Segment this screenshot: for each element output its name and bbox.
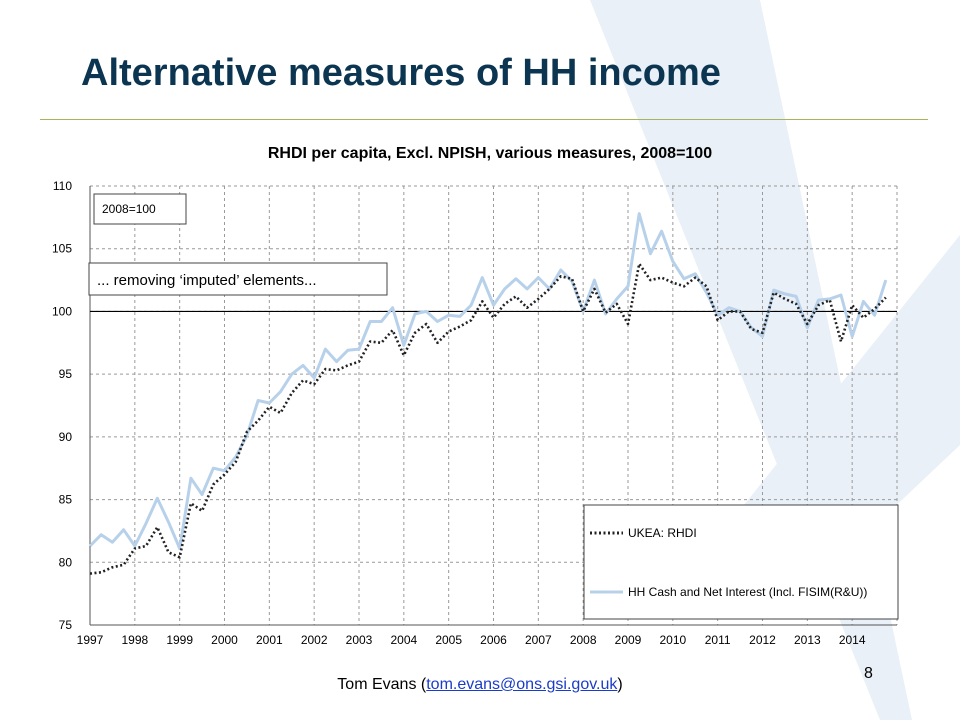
x-tick-label-2014: 2014 bbox=[839, 633, 866, 647]
x-tick-label-2009: 2009 bbox=[615, 633, 642, 647]
x-tick-label-2001: 2001 bbox=[256, 633, 283, 647]
x-tick-label-2006: 2006 bbox=[480, 633, 507, 647]
x-tick-label-1997: 1997 bbox=[77, 633, 104, 647]
chart-title: RHDI per capita, Excl. NPISH, various me… bbox=[268, 145, 712, 162]
footer-email-link[interactable]: tom.evans@ons.gsi.gov.uk bbox=[426, 676, 618, 693]
y-tick-label-90: 90 bbox=[59, 430, 73, 444]
y-tick-label-85: 85 bbox=[59, 493, 73, 507]
footer-author: Tom Evans ( bbox=[337, 676, 427, 693]
x-tick-label-2002: 2002 bbox=[301, 633, 328, 647]
y-tick-label-110: 110 bbox=[53, 179, 72, 193]
footer-suffix: ) bbox=[617, 676, 623, 693]
x-tick-label-2013: 2013 bbox=[794, 633, 821, 647]
series-lines bbox=[88, 212, 888, 575]
x-tick-label-2005: 2005 bbox=[435, 633, 462, 647]
legend-label-cash: HH Cash and Net Interest (Incl. FISIM(R&… bbox=[628, 585, 867, 599]
x-tick-labels: 1997 1998 1999 2000 2001 2002 2003 2004 2005 2006… bbox=[77, 633, 866, 647]
x-tick-label-2011: 2011 bbox=[705, 633, 731, 647]
y-tick-label-100: 100 bbox=[52, 304, 72, 318]
y-tick-label-80: 80 bbox=[59, 555, 73, 569]
footer: Tom Evans (tom.evans@ons.gsi.gov.uk) bbox=[0, 676, 960, 694]
y-tick-labels: 75 80 85 90 95 100 105 110 bbox=[52, 179, 72, 632]
x-tick-label-2003: 2003 bbox=[346, 633, 373, 647]
title-divider bbox=[40, 119, 928, 120]
legend-label-rhdi: UKEA: RHDI bbox=[628, 526, 697, 540]
x-tick-label-2007: 2007 bbox=[525, 633, 552, 647]
annotation-removing-imputed-text: ... removing ‘imputed’ elements... bbox=[97, 272, 317, 289]
y-tick-label-105: 105 bbox=[52, 242, 72, 256]
legend: UKEA: RHDI HH Cash and Net Interest (Inc… bbox=[583, 504, 899, 620]
x-tick-label-2010: 2010 bbox=[659, 633, 686, 647]
y-tick-label-95: 95 bbox=[59, 367, 73, 381]
page-number: 8 bbox=[864, 665, 873, 682]
annotation-removing-imputed: ... removing ‘imputed’ elements... bbox=[88, 262, 388, 296]
series-line-rhdi bbox=[89, 262, 887, 575]
slide-title: Alternative measures of HH income bbox=[81, 52, 721, 94]
x-tick-label-2000: 2000 bbox=[211, 633, 238, 647]
axes bbox=[89, 186, 897, 626]
annotation-base-year: 2008=100 bbox=[93, 193, 187, 225]
x-tick-label-2008: 2008 bbox=[570, 633, 597, 647]
x-tick-label-2012: 2012 bbox=[749, 633, 776, 647]
y-tick-label-75: 75 bbox=[59, 618, 73, 632]
x-tick-label-1999: 1999 bbox=[166, 633, 193, 647]
x-tick-label-1998: 1998 bbox=[121, 633, 148, 647]
x-tick-label-2004: 2004 bbox=[390, 633, 417, 647]
annotation-base-year-text: 2008=100 bbox=[102, 202, 156, 216]
